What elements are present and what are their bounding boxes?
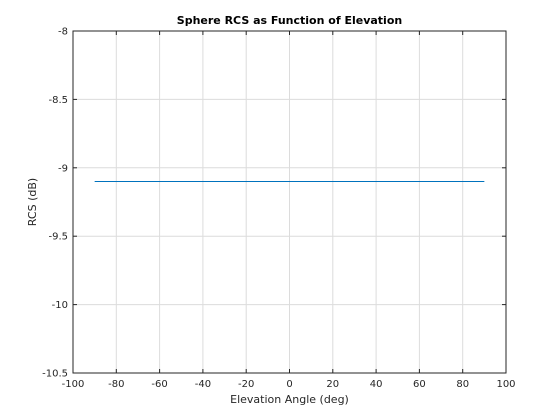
- x-axis-label: Elevation Angle (deg): [230, 393, 349, 406]
- x-tick-label: -40: [195, 379, 211, 390]
- x-tick-label: 80: [456, 379, 469, 390]
- y-tick-label: -10.5: [42, 369, 68, 380]
- x-tick-label: 40: [370, 379, 383, 390]
- x-tick-label: -80: [108, 379, 124, 390]
- x-tick-label: -20: [238, 379, 254, 390]
- y-tick-label: -9.5: [48, 232, 68, 243]
- y-tick-label: -10: [52, 300, 68, 311]
- y-tick-label: -8: [58, 27, 68, 38]
- x-tick-label: -60: [151, 379, 167, 390]
- x-tick-label: 0: [286, 379, 292, 390]
- ticks: [72, 30, 507, 374]
- x-tick-label: 20: [326, 379, 339, 390]
- x-tick-label: -100: [62, 379, 85, 390]
- y-axis-label: RCS (dB): [26, 178, 39, 226]
- x-tick-label: 100: [496, 379, 515, 390]
- y-tick-label: -9: [58, 163, 68, 174]
- tick-labels: -100 -80 -60 -40 -20 0 20 40 60 80 100 -10.5 -10 -9.5…: [42, 27, 515, 391]
- x-tick-label: 60: [413, 379, 426, 390]
- y-tick-label: -8.5: [48, 95, 68, 106]
- chart-title: Sphere RCS as Function of Elevation: [177, 14, 402, 27]
